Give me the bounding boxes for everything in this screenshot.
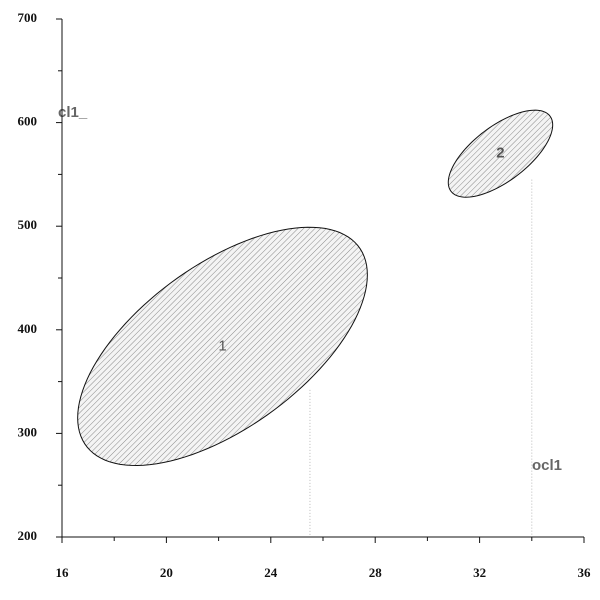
ellipse bbox=[77, 226, 368, 467]
ellipse-label: 1 bbox=[218, 337, 226, 354]
ellipse-label: 2 bbox=[496, 145, 504, 162]
x-tick-label: 28 bbox=[369, 565, 383, 580]
ellipse bbox=[447, 109, 554, 198]
x-tick-label: 32 bbox=[473, 565, 486, 580]
x-axis-title: ocl1 bbox=[532, 457, 562, 474]
x-tick-label: 36 bbox=[578, 565, 592, 580]
y-tick-label: 200 bbox=[18, 528, 38, 543]
x-tick-label: 24 bbox=[264, 565, 278, 580]
y-tick-label: 400 bbox=[18, 321, 38, 336]
x-tick-label: 16 bbox=[56, 565, 70, 580]
y-tick-label: 700 bbox=[18, 10, 38, 25]
x-tick-label: 20 bbox=[160, 565, 173, 580]
y-tick-label: 300 bbox=[18, 424, 38, 439]
y-tick-label: 500 bbox=[18, 217, 38, 232]
y-tick-label: 600 bbox=[18, 114, 38, 129]
y-axis-title: cl1_ bbox=[58, 104, 88, 121]
